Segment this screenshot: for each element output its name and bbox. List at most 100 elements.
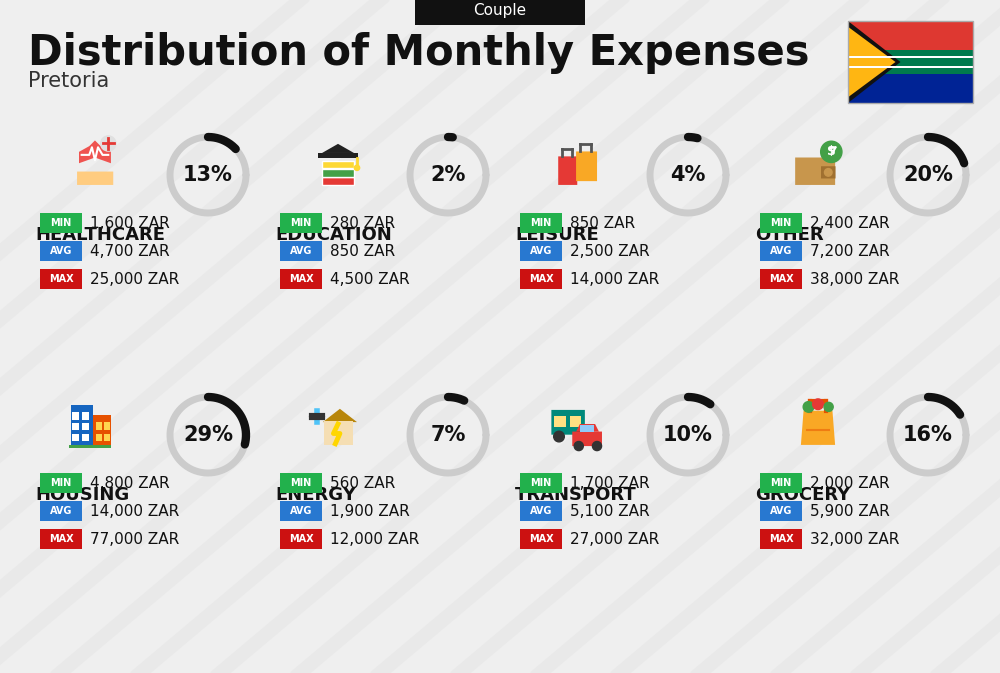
FancyBboxPatch shape bbox=[280, 501, 322, 521]
Text: MAX: MAX bbox=[769, 274, 793, 284]
Text: MAX: MAX bbox=[49, 534, 73, 544]
FancyBboxPatch shape bbox=[848, 66, 973, 68]
Text: TRANSPORT: TRANSPORT bbox=[515, 486, 637, 504]
Text: MIN: MIN bbox=[530, 478, 552, 488]
FancyBboxPatch shape bbox=[104, 422, 110, 429]
FancyBboxPatch shape bbox=[324, 421, 353, 445]
FancyBboxPatch shape bbox=[82, 423, 89, 431]
Text: AVG: AVG bbox=[530, 246, 552, 256]
FancyBboxPatch shape bbox=[40, 501, 82, 521]
Text: 850 ZAR: 850 ZAR bbox=[330, 244, 395, 258]
FancyBboxPatch shape bbox=[848, 62, 973, 103]
Circle shape bbox=[101, 136, 116, 151]
Text: MAX: MAX bbox=[289, 274, 313, 284]
Text: AVG: AVG bbox=[50, 246, 72, 256]
FancyBboxPatch shape bbox=[104, 433, 110, 441]
FancyBboxPatch shape bbox=[554, 416, 566, 427]
FancyBboxPatch shape bbox=[520, 473, 562, 493]
Text: 27,000 ZAR: 27,000 ZAR bbox=[570, 532, 659, 546]
FancyBboxPatch shape bbox=[40, 241, 82, 261]
FancyBboxPatch shape bbox=[82, 433, 89, 441]
FancyBboxPatch shape bbox=[82, 413, 89, 420]
Text: HOUSING: HOUSING bbox=[35, 486, 129, 504]
Text: 850 ZAR: 850 ZAR bbox=[570, 215, 635, 230]
FancyBboxPatch shape bbox=[551, 410, 585, 435]
FancyBboxPatch shape bbox=[760, 473, 802, 493]
Polygon shape bbox=[323, 409, 357, 422]
FancyBboxPatch shape bbox=[280, 269, 322, 289]
FancyBboxPatch shape bbox=[520, 529, 562, 549]
Text: MIN: MIN bbox=[770, 478, 792, 488]
FancyBboxPatch shape bbox=[821, 166, 836, 178]
Text: MAX: MAX bbox=[289, 534, 313, 544]
FancyBboxPatch shape bbox=[576, 151, 597, 181]
FancyBboxPatch shape bbox=[96, 433, 102, 441]
FancyBboxPatch shape bbox=[795, 157, 835, 185]
FancyBboxPatch shape bbox=[760, 241, 802, 261]
FancyBboxPatch shape bbox=[77, 172, 113, 185]
Text: 13%: 13% bbox=[183, 165, 233, 185]
FancyBboxPatch shape bbox=[71, 405, 93, 445]
Circle shape bbox=[575, 431, 585, 442]
Text: 77,000 ZAR: 77,000 ZAR bbox=[90, 532, 179, 546]
FancyBboxPatch shape bbox=[848, 50, 973, 74]
Polygon shape bbox=[322, 144, 354, 153]
Text: 16%: 16% bbox=[903, 425, 953, 445]
Text: 10%: 10% bbox=[663, 425, 713, 445]
FancyBboxPatch shape bbox=[558, 156, 577, 185]
FancyBboxPatch shape bbox=[40, 213, 82, 233]
FancyBboxPatch shape bbox=[96, 422, 102, 429]
Text: 12,000 ZAR: 12,000 ZAR bbox=[330, 532, 419, 546]
FancyBboxPatch shape bbox=[760, 529, 802, 549]
Text: 4%: 4% bbox=[670, 165, 706, 185]
Text: Distribution of Monthly Expenses: Distribution of Monthly Expenses bbox=[28, 32, 810, 74]
Text: AVG: AVG bbox=[50, 506, 72, 516]
Text: OTHER: OTHER bbox=[755, 226, 824, 244]
Text: MIN: MIN bbox=[50, 478, 72, 488]
Text: LEISURE: LEISURE bbox=[515, 226, 599, 244]
Polygon shape bbox=[848, 21, 900, 103]
Text: 1,700 ZAR: 1,700 ZAR bbox=[570, 476, 650, 491]
Text: 5,100 ZAR: 5,100 ZAR bbox=[570, 503, 650, 518]
Text: AVG: AVG bbox=[770, 506, 792, 516]
Circle shape bbox=[821, 141, 842, 162]
FancyBboxPatch shape bbox=[848, 56, 973, 58]
Text: 560 ZAR: 560 ZAR bbox=[330, 476, 395, 491]
Text: 14,000 ZAR: 14,000 ZAR bbox=[90, 503, 179, 518]
Text: MAX: MAX bbox=[769, 534, 793, 544]
Text: 4,800 ZAR: 4,800 ZAR bbox=[90, 476, 170, 491]
Text: 4,700 ZAR: 4,700 ZAR bbox=[90, 244, 170, 258]
FancyBboxPatch shape bbox=[72, 423, 79, 431]
Text: 2%: 2% bbox=[430, 165, 466, 185]
Text: MIN: MIN bbox=[290, 478, 312, 488]
Text: 2,000 ZAR: 2,000 ZAR bbox=[810, 476, 890, 491]
Text: GROCERY: GROCERY bbox=[755, 486, 850, 504]
Text: Couple: Couple bbox=[473, 3, 527, 18]
FancyBboxPatch shape bbox=[40, 529, 82, 549]
Text: 2,400 ZAR: 2,400 ZAR bbox=[810, 215, 890, 230]
FancyBboxPatch shape bbox=[520, 213, 562, 233]
Circle shape bbox=[813, 399, 823, 410]
FancyBboxPatch shape bbox=[760, 213, 802, 233]
Text: 5,900 ZAR: 5,900 ZAR bbox=[810, 503, 890, 518]
Text: MAX: MAX bbox=[49, 274, 73, 284]
FancyBboxPatch shape bbox=[580, 425, 594, 431]
FancyBboxPatch shape bbox=[40, 473, 82, 493]
Circle shape bbox=[803, 402, 814, 413]
Text: EDUCATION: EDUCATION bbox=[275, 226, 392, 244]
Text: 1,600 ZAR: 1,600 ZAR bbox=[90, 215, 170, 230]
Circle shape bbox=[554, 431, 564, 442]
FancyBboxPatch shape bbox=[415, 0, 585, 25]
Text: $: $ bbox=[827, 145, 836, 158]
Text: Pretoria: Pretoria bbox=[28, 71, 109, 91]
Text: AVG: AVG bbox=[290, 246, 312, 256]
Polygon shape bbox=[79, 141, 111, 164]
Text: 7%: 7% bbox=[430, 425, 466, 445]
Text: 2,500 ZAR: 2,500 ZAR bbox=[570, 244, 650, 258]
Text: AVG: AVG bbox=[530, 506, 552, 516]
FancyBboxPatch shape bbox=[318, 153, 358, 158]
FancyBboxPatch shape bbox=[760, 501, 802, 521]
Text: MAX: MAX bbox=[529, 274, 553, 284]
FancyBboxPatch shape bbox=[322, 177, 354, 185]
Text: 32,000 ZAR: 32,000 ZAR bbox=[810, 532, 899, 546]
